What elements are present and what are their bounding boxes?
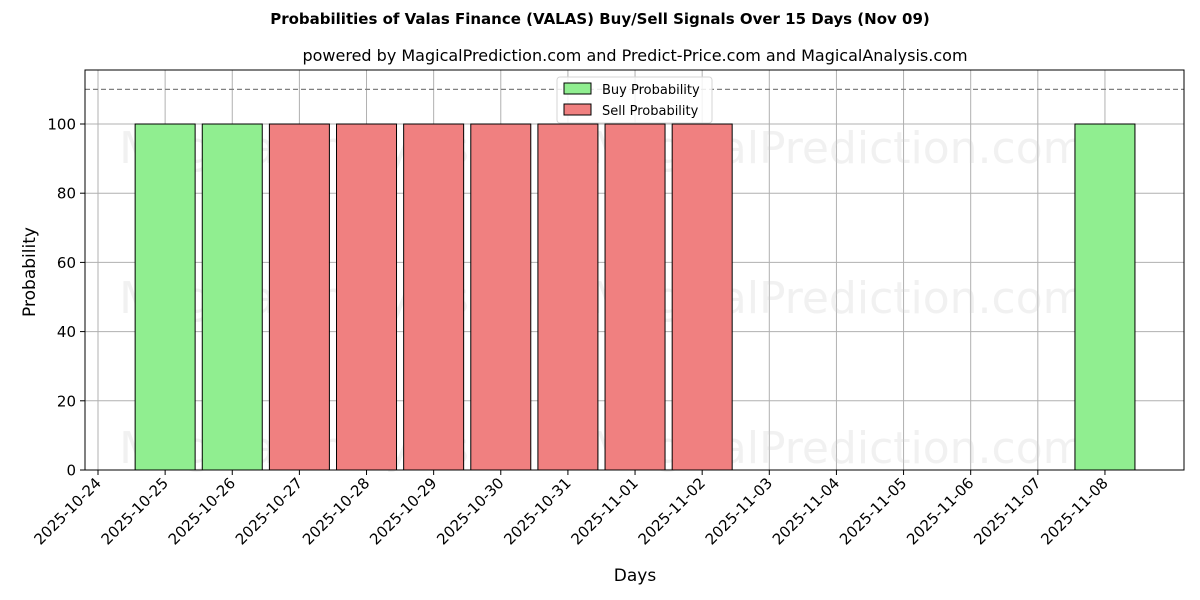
x-tick-label: 2025-11-08 — [1037, 474, 1111, 548]
x-tick-label: 2025-10-28 — [299, 474, 373, 548]
chart-title: Probabilities of Valas Finance (VALAS) B… — [270, 10, 930, 28]
x-tick-label: 2025-10-27 — [232, 474, 306, 548]
y-axis: 0 20 40 60 80 100 — [47, 116, 85, 480]
y-tick-label: 0 — [66, 462, 76, 480]
legend-buy-swatch — [563, 82, 592, 95]
x-tick-label: 2025-11-03 — [702, 474, 776, 548]
x-tick-label: 2025-10-26 — [165, 474, 239, 548]
watermarks: MagicalAnalysis.comMagicalPrediction.com… — [119, 123, 1085, 474]
sell-bar — [470, 123, 532, 471]
x-tick-label: 2025-10-29 — [366, 474, 440, 548]
y-axis-label: Probability — [20, 227, 40, 317]
x-tick-label: 2025-10-30 — [433, 474, 507, 548]
y-tick-label: 60 — [57, 254, 76, 272]
buy-bar — [201, 123, 263, 471]
sell-bar — [671, 123, 733, 471]
x-tick-label: 2025-10-31 — [500, 474, 574, 548]
bars — [134, 123, 1136, 471]
y-tick-label: 40 — [57, 323, 76, 341]
x-tick-label: 2025-11-06 — [903, 474, 977, 548]
sell-bar — [604, 123, 666, 471]
sell-bar — [336, 123, 398, 471]
legend-sell-label: Sell Probability — [602, 104, 699, 119]
x-tick-label: 2025-10-25 — [98, 474, 172, 548]
y-tick-label: 80 — [57, 185, 76, 203]
plot-frame — [84, 69, 1185, 471]
y-tick-label: 20 — [57, 392, 76, 410]
legend-box — [556, 76, 713, 124]
x-axis: 2025-10-242025-10-252025-10-262025-10-27… — [30, 470, 1112, 548]
y-tick-label: 100 — [47, 116, 76, 134]
x-tick-label: 2025-11-01 — [567, 474, 641, 548]
x-tick-label: 2025-11-05 — [836, 474, 910, 548]
chart-subtitle: powered by MagicalPrediction.com and Pre… — [302, 46, 968, 65]
sell-bar — [268, 123, 330, 471]
buy-bar — [1074, 123, 1136, 471]
legend: Buy Probability Sell Probability — [556, 76, 713, 124]
buy-bar — [134, 123, 196, 471]
x-tick-label: 2025-11-07 — [970, 474, 1044, 548]
sell-bar — [403, 123, 465, 471]
x-axis-label: Days — [614, 566, 657, 586]
sell-bar — [537, 123, 599, 471]
x-tick-label: 2025-10-24 — [30, 474, 104, 548]
legend-buy-label: Buy Probability — [602, 83, 700, 98]
x-tick-label: 2025-11-04 — [769, 474, 843, 548]
legend-sell-swatch — [563, 103, 592, 116]
x-tick-label: 2025-11-02 — [635, 474, 709, 548]
